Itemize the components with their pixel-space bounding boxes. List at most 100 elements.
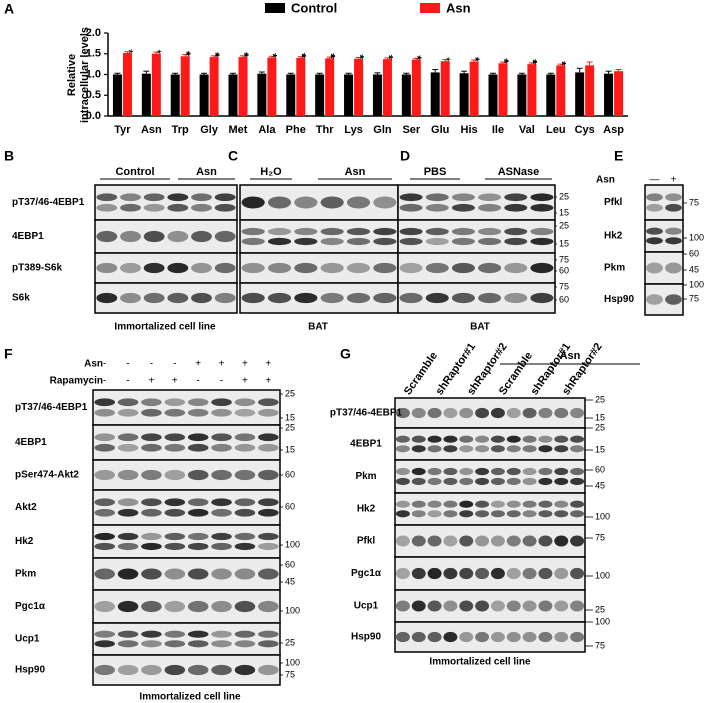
blot-band bbox=[522, 435, 537, 443]
blot-band bbox=[294, 196, 318, 209]
row-label: Pgc1α bbox=[15, 601, 46, 612]
group-label: PBS bbox=[424, 166, 447, 178]
blot-band bbox=[665, 294, 682, 305]
blot-band bbox=[187, 443, 209, 452]
blot-band bbox=[373, 262, 397, 274]
blot-band bbox=[320, 262, 344, 274]
bar bbox=[527, 64, 537, 116]
blot-band bbox=[451, 227, 475, 236]
y-tick-label: 0.5 bbox=[86, 89, 101, 101]
blot-band bbox=[117, 542, 139, 551]
x-tick-label: Met bbox=[229, 124, 248, 136]
blot-band bbox=[443, 500, 458, 508]
blot-band bbox=[141, 433, 162, 442]
mw-marker: 45 bbox=[689, 264, 699, 274]
legend-swatch bbox=[265, 3, 285, 13]
row-label: Pfkl bbox=[604, 197, 623, 208]
blot-band bbox=[459, 510, 474, 518]
group-label: Asn bbox=[196, 166, 217, 178]
blot-band bbox=[258, 469, 279, 481]
row-label: pT37/46-4EBP1 bbox=[330, 408, 403, 419]
blot-band bbox=[143, 262, 165, 274]
blot-band bbox=[294, 262, 318, 274]
blot-band bbox=[506, 407, 521, 419]
blot-band bbox=[665, 193, 682, 202]
mw-marker: 15 bbox=[559, 238, 569, 248]
blot-band bbox=[141, 542, 162, 551]
mw-marker: 100 bbox=[689, 232, 704, 242]
blot-band bbox=[522, 567, 537, 580]
blot-band bbox=[187, 469, 209, 481]
bar bbox=[546, 74, 556, 116]
blot-strip bbox=[394, 621, 586, 653]
bar bbox=[459, 73, 469, 116]
blot-band bbox=[258, 664, 279, 676]
row-label: Hk2 bbox=[604, 231, 623, 242]
bar bbox=[122, 52, 132, 116]
blot-band bbox=[164, 508, 186, 517]
blot-band bbox=[191, 230, 212, 243]
row-label: Pkm bbox=[15, 569, 36, 580]
blot-band bbox=[234, 443, 256, 452]
blot-band bbox=[538, 435, 553, 443]
blot-band bbox=[120, 230, 141, 243]
blot-band bbox=[459, 467, 474, 476]
blot-band bbox=[399, 193, 423, 202]
blot-band bbox=[258, 542, 279, 551]
blot-band bbox=[530, 203, 554, 212]
bar bbox=[372, 74, 382, 116]
blot-band bbox=[506, 467, 521, 476]
treatment-label: Rapamycin bbox=[50, 376, 103, 387]
mw-marker: 75 bbox=[595, 640, 605, 650]
bar bbox=[112, 74, 122, 116]
blot-band bbox=[294, 227, 318, 236]
blot-band bbox=[187, 664, 209, 676]
blot-band bbox=[187, 600, 209, 613]
blot-band bbox=[294, 237, 318, 246]
blot-band bbox=[187, 398, 209, 407]
row-label: Ucp1 bbox=[354, 601, 379, 612]
blot-band bbox=[234, 408, 256, 417]
blot-strip bbox=[92, 524, 281, 559]
mw-marker: 75 bbox=[559, 254, 569, 264]
blot-band bbox=[399, 292, 423, 304]
blot-band bbox=[267, 262, 292, 274]
blot-band bbox=[522, 631, 537, 643]
blot-band bbox=[94, 443, 115, 452]
blot-band bbox=[506, 500, 521, 508]
bar bbox=[430, 72, 440, 116]
blot-band bbox=[570, 407, 585, 419]
blot-band bbox=[411, 477, 426, 486]
blot-band bbox=[234, 568, 256, 580]
mw-marker: 60 bbox=[559, 265, 569, 275]
blot-band bbox=[395, 445, 410, 453]
bar bbox=[488, 74, 498, 116]
blot-band bbox=[258, 498, 279, 507]
bar bbox=[354, 58, 364, 116]
group-label: ASNase bbox=[498, 166, 540, 178]
blot-band bbox=[459, 477, 474, 486]
bar bbox=[411, 59, 421, 116]
blot-band bbox=[443, 477, 458, 486]
blot-strip bbox=[92, 622, 281, 656]
blot-band bbox=[475, 435, 490, 443]
blot-band bbox=[554, 631, 569, 643]
blot-band bbox=[320, 227, 344, 236]
panel-label: F bbox=[4, 346, 13, 362]
blot-band bbox=[94, 568, 115, 580]
blot-band bbox=[530, 237, 554, 246]
mw-marker: 75 bbox=[559, 281, 569, 291]
panel-label: B bbox=[4, 148, 14, 164]
treatment-sign: - bbox=[126, 359, 129, 370]
blot-strip bbox=[394, 556, 586, 591]
blot-band bbox=[459, 445, 474, 453]
blot-band bbox=[522, 445, 537, 453]
bar bbox=[498, 63, 508, 116]
blot-band bbox=[665, 227, 682, 235]
blot-band bbox=[258, 433, 279, 442]
blot-band bbox=[167, 203, 189, 212]
blot-band bbox=[267, 227, 292, 236]
blot-band bbox=[490, 600, 505, 612]
x-tick-label: Tyr bbox=[114, 124, 131, 136]
blot-band bbox=[411, 510, 426, 518]
